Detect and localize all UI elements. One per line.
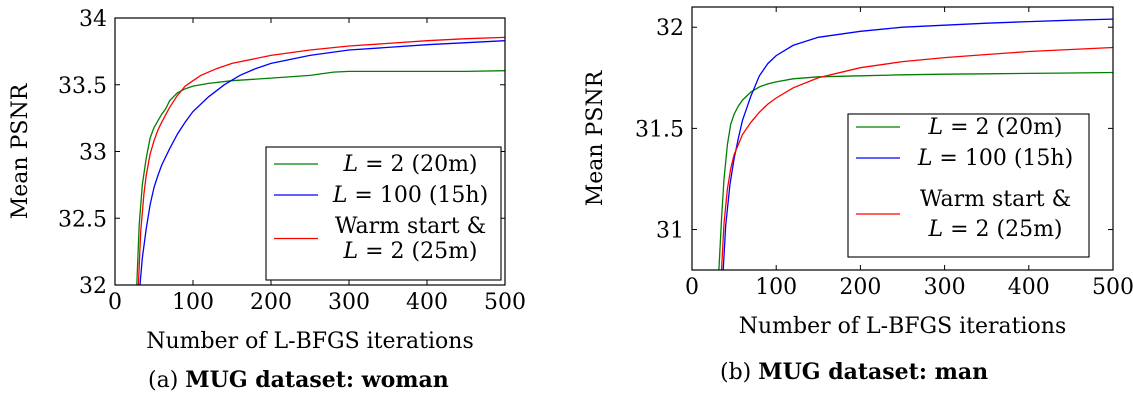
x-tick-label: 200 [250, 290, 292, 315]
legend-label-3: L = 2 (25m) [342, 239, 477, 264]
legend-box [265, 146, 502, 281]
legend-label-2: L = 100 (15h) [917, 146, 1073, 171]
x-tick-label: 300 [924, 275, 966, 300]
x-tick-label: 200 [839, 275, 881, 300]
legend-box [847, 113, 1090, 258]
y-tick-label: 34 [79, 7, 107, 32]
x-tick-label: 0 [108, 290, 122, 315]
x-tick-label: 100 [172, 290, 214, 315]
chart-a: 0 100 200 300 400 500 32 32.5 33 33.5 34 Number of … [8, 7, 526, 393]
series-line-1 [136, 70, 505, 285]
x-tick-label: 400 [406, 290, 448, 315]
x-tick-label: 500 [484, 290, 526, 315]
y-tick-label: 32 [656, 16, 684, 41]
x-tick-label: 0 [685, 275, 699, 300]
series-line-3 [137, 36, 505, 285]
x-axis-label: Number of L-BFGS iterations [146, 329, 474, 354]
series-line-2 [139, 40, 505, 285]
legend-label-1: L = 2 (20m) [927, 115, 1062, 140]
subplot-caption: (b) MUG dataset: man [720, 359, 988, 385]
y-axis-label: Mean PSNR [8, 82, 33, 219]
legend-label-3: Warm start & [920, 187, 1071, 212]
plot-frame [691, 6, 1114, 271]
y-tick-label: 32 [79, 274, 107, 299]
y-tick-label: 31.5 [635, 117, 684, 142]
y-axis-label: Mean PSNR [583, 69, 608, 206]
x-tick-label: 300 [328, 290, 370, 315]
y-tick-label: 33.5 [58, 74, 107, 99]
x-axis-label: Number of L-BFGS iterations [739, 314, 1067, 339]
x-tick-label: 100 [755, 275, 797, 300]
chart-b: 0 100 200 300 400 500 31 31.5 32 Number of L-BFGS… [583, 6, 1133, 385]
x-tick-label: 400 [1008, 275, 1050, 300]
y-tick-label: 32.5 [58, 207, 107, 232]
subplot-caption: (a) MUG dataset: woman [148, 367, 449, 393]
y-tick-label: 33 [79, 141, 107, 166]
legend: L = 2 (20m) L = 100 (15h) Warm start &L = … [265, 146, 502, 281]
series-line-1 [718, 71, 1113, 270]
legend-label-1: L = 2 (20m) [342, 152, 477, 177]
legend-label-3: Warm start & [335, 214, 486, 239]
series-line-3 [720, 46, 1113, 270]
series-line-2 [722, 18, 1113, 270]
legend-label-2: L = 100 (15h) [332, 183, 488, 208]
y-tick-label: 31 [656, 219, 684, 244]
x-tick-label: 500 [1092, 275, 1133, 300]
legend-label-3: L = 2 (25m) [927, 217, 1062, 242]
legend: L = 2 (20m) L = 100 (15h) Warm start & L = … [847, 113, 1090, 258]
